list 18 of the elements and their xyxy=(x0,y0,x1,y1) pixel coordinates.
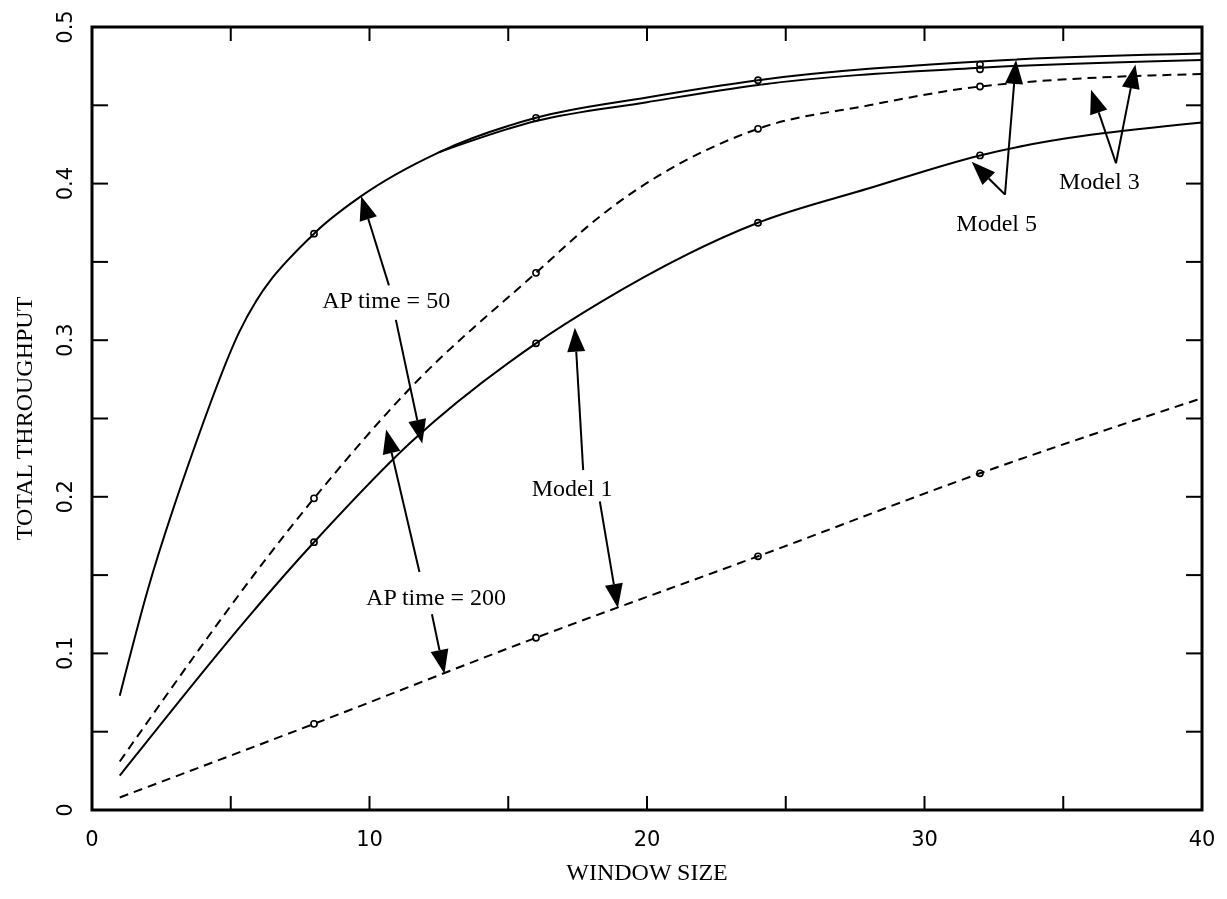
y-tick-label: 0.1 xyxy=(53,636,77,671)
y-axis-title: TOTAL THROUGHPUT xyxy=(11,296,37,541)
y-tick-label: 0.5 xyxy=(53,10,77,44)
annotation: AP time = 200 xyxy=(366,584,507,611)
y-tick-label: 0 xyxy=(53,803,77,817)
y-tick-label: 0.4 xyxy=(53,166,77,201)
x-tick-label: 0 xyxy=(85,827,99,851)
y-tick-label: 0.2 xyxy=(53,480,77,514)
x-tick-label: 40 xyxy=(1188,827,1216,851)
x-tick-label: 20 xyxy=(633,827,661,851)
y-tick-label: 0.3 xyxy=(53,323,77,357)
annotation: Model 1 xyxy=(531,474,613,501)
x-tick-label: 10 xyxy=(356,827,383,851)
annotation: AP time = 50 xyxy=(322,286,451,313)
x-axis-title: WINDOW SIZE xyxy=(566,859,728,885)
annotation: Model 3 xyxy=(1058,167,1140,194)
annotation: Model 5 xyxy=(956,210,1037,237)
x-tick-label: 30 xyxy=(911,827,938,851)
